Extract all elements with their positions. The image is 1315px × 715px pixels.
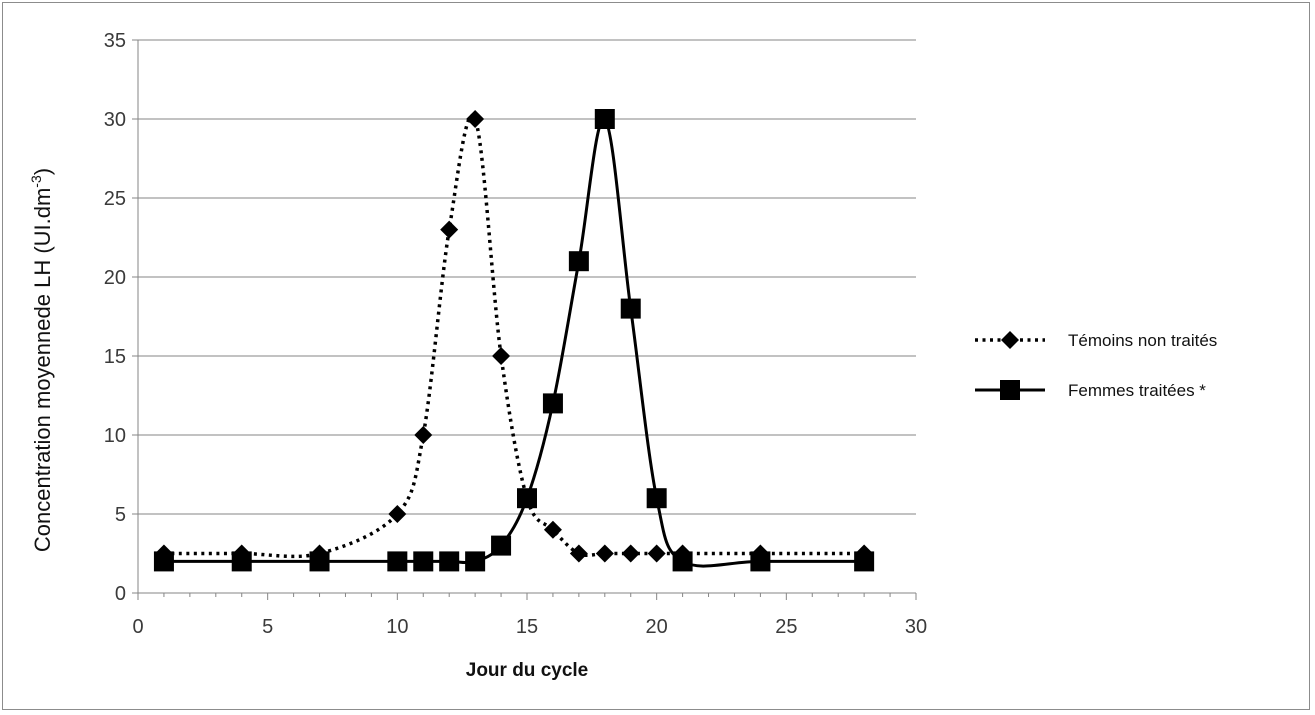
diamond-marker [621,544,640,563]
diamond-marker [569,544,588,563]
y-tick-label: 5 [115,504,126,526]
square-marker [646,488,667,509]
square-marker [231,551,252,572]
legend: Témoins non traités Femmes traitées * [975,331,1217,400]
square-marker [594,109,615,129]
y-tick-label: 15 [104,346,126,368]
diamond-marker [440,220,459,239]
x-tick-label: 20 [646,616,668,638]
diamond-marker [595,544,614,563]
diamond-marker [543,520,562,539]
diamond-marker [466,110,485,128]
x-tick-label: 30 [905,616,927,638]
series-line [163,117,865,568]
series-2 [153,109,875,572]
square-marker [750,551,771,572]
square-marker [465,551,486,572]
x-tick-label: 10 [386,616,408,638]
y-tick-label: 25 [104,188,126,210]
x-tick-label: 15 [516,616,538,638]
y-axis-title-close: ) [30,168,55,175]
square-marker [153,551,174,572]
square-marker [620,298,641,319]
y-tick-label: 30 [104,109,126,131]
x-tick-label: 5 [262,616,273,638]
gridlines [138,39,916,515]
x-tick-label: 25 [775,616,797,638]
square-marker [542,393,563,414]
series-1 [154,110,874,563]
y-axis-title-superscript: -3 [28,175,44,188]
series-line [163,114,865,559]
square-marker [439,551,460,572]
diamond-marker [492,347,511,365]
diamond-marker [388,505,407,523]
square-marker [491,535,512,556]
x-tick-labels: 0 5 10 15 20 25 30 [132,616,927,638]
x-axis-title: Jour du cycle [466,660,589,681]
square-marker [854,551,875,572]
legend-label: Femmes traitées * [1068,381,1206,400]
y-tick-label: 10 [104,425,126,447]
legend-item-2: Femmes traitées * [975,380,1206,400]
diamond-marker [414,426,433,444]
square-marker [387,551,408,572]
square-marker [517,488,537,509]
square-marker [568,251,589,272]
square-marker [413,551,434,572]
y-tick-label: 35 [104,30,126,52]
y-tick-labels: 0 5 10 15 20 25 30 35 [104,30,126,605]
legend-marker [1000,380,1020,400]
legend-marker [1001,331,1019,349]
x-tick-label: 0 [132,616,143,638]
legend-label: Témoins non traités [1068,331,1217,350]
square-marker [672,551,693,572]
series-layer [153,109,875,572]
square-marker [309,551,330,572]
y-axis-title: Concentration moyennede LH (UI.dm-3) [28,168,55,552]
y-tick-label: 0 [115,583,126,605]
axes [132,39,917,600]
y-tick-label: 20 [104,267,126,289]
legend-item-1: Témoins non traités [975,331,1217,350]
y-axis-title-main: Concentration moyennede LH (UI.dm [30,188,55,552]
diamond-marker [647,544,666,563]
